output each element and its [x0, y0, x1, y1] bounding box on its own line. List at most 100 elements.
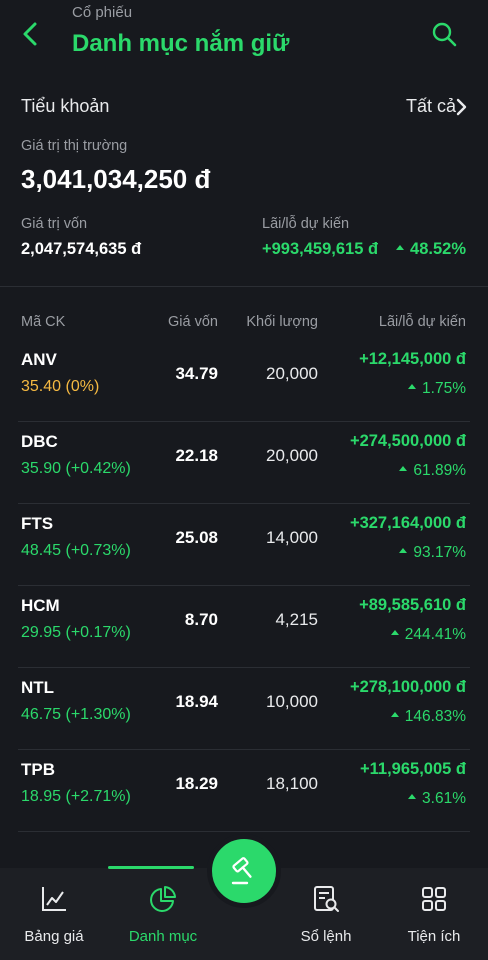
pnl-amount: +274,500,000 đ — [349, 432, 466, 450]
pnl-percent-value: 3.61% — [422, 790, 466, 807]
search-button[interactable] — [430, 20, 458, 48]
pnl-percent: 48.52% — [396, 240, 466, 259]
current-price: 29.95 (+0.17%) — [21, 624, 131, 641]
nav-label-utilities: Tiện ích — [407, 928, 461, 945]
holding-row[interactable]: NTL 46.75 (+1.30%) 18.94 10,000 +278,100,000… — [0, 668, 488, 750]
quantity: 14,000 — [266, 528, 318, 547]
up-triangle-icon — [396, 245, 405, 251]
up-triangle-icon — [399, 548, 408, 554]
nav-label-price-board: Bảng giá — [24, 928, 84, 945]
holding-row[interactable]: FTS 48.45 (+0.73%) 25.08 14,000 +327,164,000… — [0, 504, 488, 586]
sub-account-selector[interactable]: Tất cả — [405, 96, 456, 116]
quantity: 18,100 — [266, 774, 318, 793]
cost-price: 25.08 — [175, 528, 218, 547]
pnl-percent: 61.89% — [399, 462, 466, 480]
order-book-icon — [314, 886, 339, 912]
current-price: 46.75 (+1.30%) — [21, 706, 131, 723]
symbol: NTL — [21, 678, 55, 697]
current-price: 48.45 (+0.73%) — [21, 542, 131, 559]
breadcrumb: Cổ phiếu — [72, 4, 133, 21]
cost-price: 34.79 — [175, 364, 218, 383]
pnl-percent-value: 1.75% — [422, 380, 466, 397]
up-triangle-icon — [408, 794, 417, 800]
holding-row[interactable]: TPB 18.95 (+2.71%) 18.29 18,100 +11,965,005 … — [0, 750, 488, 832]
nav-item-order-book[interactable]: Sổ lệnh — [286, 868, 366, 960]
active-tab-indicator — [108, 866, 194, 869]
quantity: 20,000 — [266, 364, 318, 383]
pnl-percent: 1.75% — [408, 380, 466, 398]
pnl-amount: +11,965,005 đ — [360, 760, 466, 778]
up-triangle-icon — [399, 466, 408, 472]
grid-icon — [422, 887, 446, 911]
row-divider — [18, 749, 470, 750]
header: Cổ phiếu Danh mục nắm giữ — [0, 0, 488, 78]
up-triangle-icon — [408, 384, 417, 390]
pnl-label: Lãi/lỗ dự kiến — [262, 216, 350, 232]
quantity: 20,000 — [266, 446, 318, 465]
pnl-amount: +12,145,000 đ — [359, 350, 466, 368]
pnl-percent: 146.83% — [390, 708, 466, 726]
col-header-symbol: Mã CK — [21, 314, 66, 330]
row-divider — [18, 667, 470, 668]
nav-item-utilities[interactable]: Tiện ích — [394, 868, 474, 960]
nav-item-price-board[interactable]: Bảng giá — [14, 868, 94, 960]
symbol: HCM — [21, 596, 60, 615]
place-order-button[interactable] — [207, 834, 281, 908]
pnl-percent: 93.17% — [399, 544, 466, 562]
search-icon — [432, 22, 457, 47]
pnl-amount: +327,164,000 đ — [349, 514, 466, 532]
pnl-value: +993,459,615 đ — [262, 240, 379, 258]
current-price: 35.90 (+0.42%) — [21, 460, 131, 477]
col-header-pnl: Lãi/lỗ dự kiến — [378, 314, 466, 330]
cost-price: 22.18 — [175, 446, 218, 465]
chevron-right-icon[interactable] — [454, 96, 470, 118]
back-button[interactable] — [14, 18, 46, 50]
pnl-percent: 3.61% — [408, 790, 466, 808]
market-value-label: Giá trị thị trường — [21, 138, 128, 154]
nav-label-order-book: Sổ lệnh — [300, 928, 352, 945]
pie-chart-icon — [150, 886, 176, 912]
symbol: TPB — [21, 760, 55, 779]
pnl-percent-value: 244.41% — [404, 626, 466, 643]
line-chart-icon — [42, 887, 66, 911]
col-header-cost: Giá vốn — [168, 314, 218, 330]
pnl-percent-value: 93.17% — [413, 544, 466, 561]
quantity: 4,215 — [275, 610, 318, 629]
col-header-quantity: Khối lượng — [246, 314, 318, 330]
holding-row[interactable]: ANV 35.40 (0%) 34.79 20,000 +12,145,000 đ 1.7… — [0, 340, 488, 422]
pnl-percent-value: 48.52% — [410, 240, 466, 258]
gavel-icon — [231, 857, 252, 885]
capital-label: Giá trị vốn — [21, 216, 88, 232]
capital-value: 2,047,574,635 đ — [21, 240, 142, 258]
page-title: Danh mục nắm giữ — [72, 30, 290, 57]
pnl-percent: 244.41% — [390, 626, 466, 644]
pnl-amount: +278,100,000 đ — [349, 678, 466, 696]
sub-account-label: Tiểu khoản — [21, 96, 110, 116]
row-divider — [18, 585, 470, 586]
nav-label-portfolio: Danh mục — [128, 928, 198, 945]
row-divider — [18, 831, 470, 832]
current-price: 35.40 (0%) — [21, 378, 100, 395]
up-triangle-icon — [390, 712, 399, 718]
pnl-percent-value: 146.83% — [404, 708, 466, 725]
symbol: ANV — [21, 350, 57, 369]
holding-row[interactable]: HCM 29.95 (+0.17%) 8.70 4,215 +89,585,610 đ 2… — [0, 586, 488, 668]
pnl-percent-value: 61.89% — [413, 462, 466, 479]
up-triangle-icon — [390, 630, 399, 636]
row-divider — [18, 503, 470, 504]
market-value: 3,041,034,250 đ — [21, 164, 211, 194]
cost-price: 18.94 — [175, 692, 218, 711]
symbol: FTS — [21, 514, 54, 533]
section-divider — [0, 286, 488, 287]
pnl-amount: +89,585,610 đ — [359, 596, 466, 614]
holding-row[interactable]: DBC 35.90 (+0.42%) 22.18 20,000 +274,500,000… — [0, 422, 488, 504]
current-price: 18.95 (+2.71%) — [21, 788, 131, 805]
cost-price: 8.70 — [184, 610, 218, 629]
cost-price: 18.29 — [175, 774, 218, 793]
symbol: DBC — [21, 432, 58, 451]
quantity: 10,000 — [266, 692, 318, 711]
nav-item-portfolio[interactable]: Danh mục — [113, 868, 213, 960]
chevron-left-icon — [23, 22, 37, 46]
row-divider — [18, 421, 470, 422]
